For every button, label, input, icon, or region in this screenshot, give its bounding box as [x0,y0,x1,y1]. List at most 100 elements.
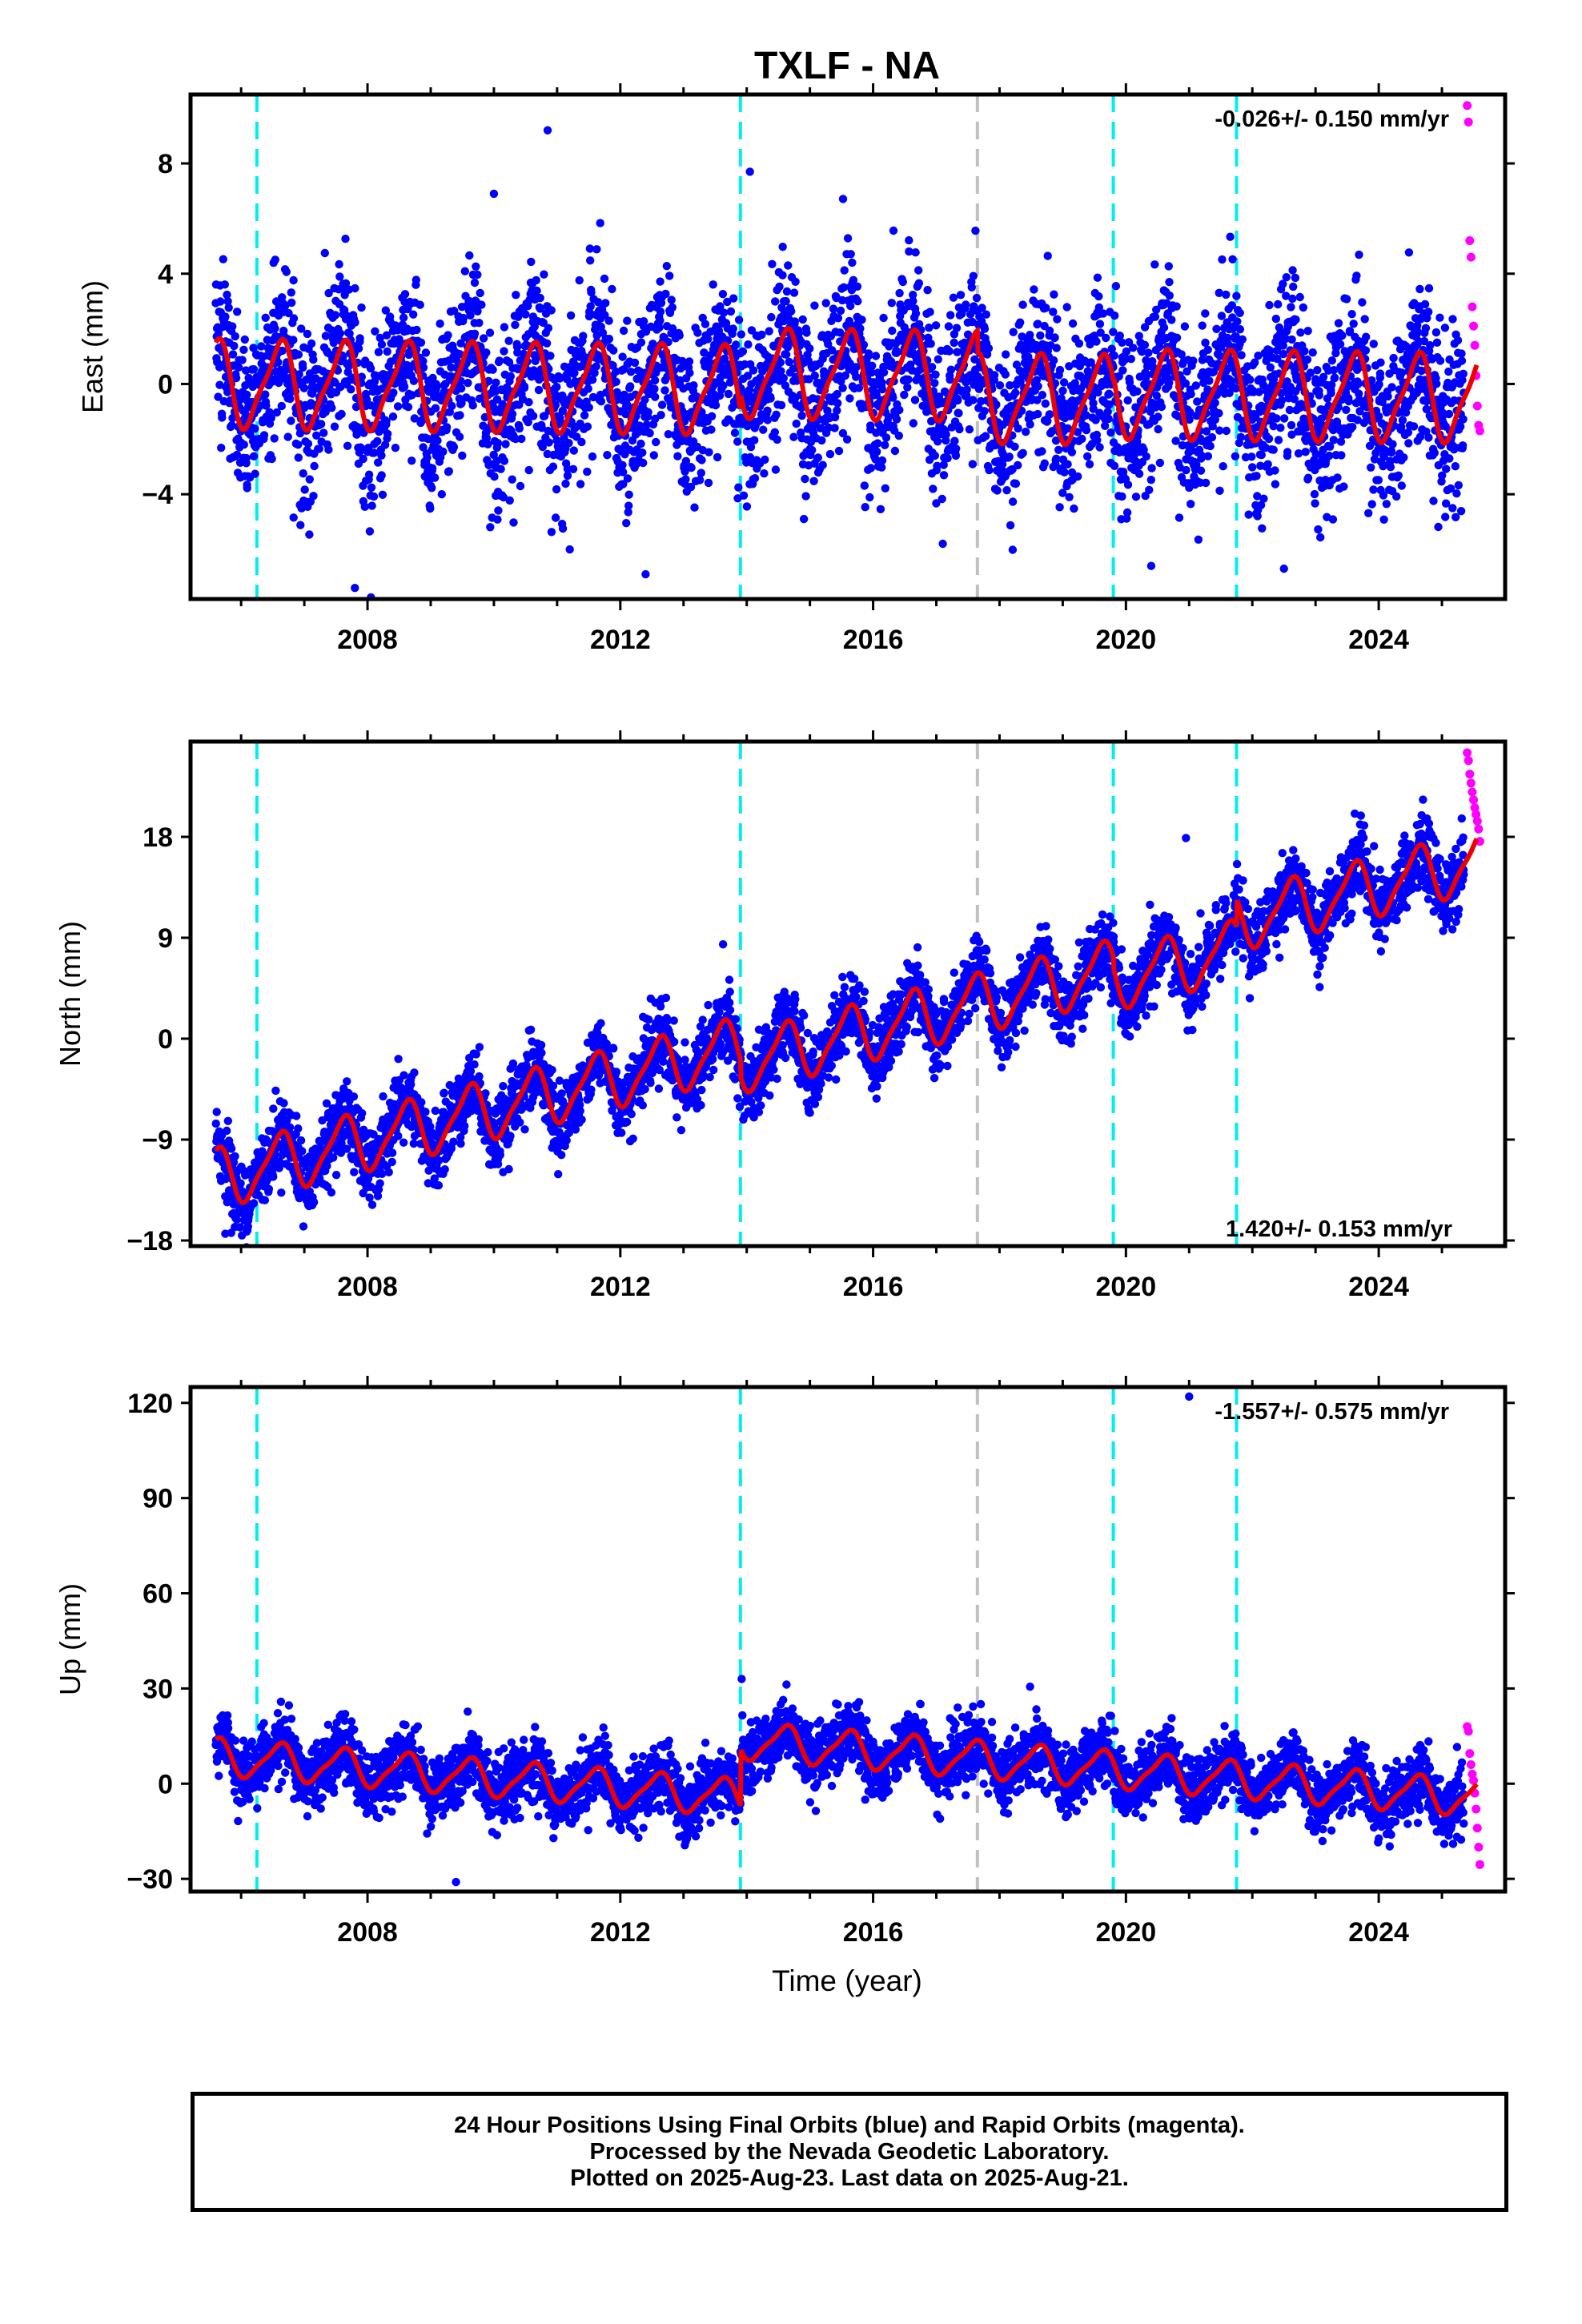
data-point [547,528,556,537]
data-point [927,363,937,372]
data-point [905,235,913,245]
data-point [954,396,962,405]
data-point [590,368,599,377]
data-point [1379,515,1388,524]
rapid-point [1468,302,1477,312]
data-point [1337,451,1346,460]
data-point [577,437,586,447]
data-point [833,406,841,415]
data-point [1279,341,1287,350]
data-point [1154,424,1162,434]
data-point [1110,461,1119,470]
data-point [1271,314,1281,324]
data-point [322,1099,331,1108]
data-point [797,411,806,420]
data-point [716,302,725,311]
data-point [719,308,729,317]
data-point [757,330,766,340]
data-point [393,402,403,411]
data-point [1263,460,1272,468]
data-point [320,248,329,258]
data-point [532,286,541,296]
data-point [309,1198,319,1207]
data-point [704,478,713,488]
data-point [1212,324,1221,333]
data-point [1165,291,1174,300]
data-point [345,329,354,338]
data-point [267,454,276,464]
data-point [1134,332,1144,340]
data-point [791,277,800,286]
data-point [719,381,728,390]
data-point [685,368,694,377]
data-point [1444,409,1454,419]
data-point [552,485,561,494]
data-point [504,336,513,345]
data-point [275,1164,283,1172]
data-point [1216,343,1226,352]
data-point [662,262,671,271]
data-point [1291,273,1300,283]
data-point [859,340,869,349]
data-point [417,1098,426,1107]
data-point [1110,351,1118,360]
data-point [1103,408,1112,416]
data-point [1104,414,1113,424]
data-point [1215,486,1224,495]
data-point [962,300,970,309]
data-point [580,411,589,420]
data-point [857,316,866,324]
data-point [223,388,232,396]
data-point [818,460,827,469]
data-point [1424,283,1434,293]
data-point [1283,448,1292,456]
data-point [1222,290,1231,300]
data-point [656,277,665,286]
data-point [239,440,248,449]
data-point [1354,380,1363,388]
data-point [1042,304,1050,312]
data-point [228,350,238,359]
y-tick-label: −4 [142,480,173,510]
data-point [872,428,881,437]
data-point [1157,402,1166,412]
data-point [777,400,786,410]
data-point [879,368,889,377]
data-point [540,270,548,279]
data-point [428,464,437,472]
data-point [584,403,593,412]
data-point [249,344,258,352]
data-point [1441,499,1451,508]
data-point [1348,423,1357,432]
data-point [900,390,909,400]
data-point [909,419,918,428]
data-point [214,392,223,401]
data-point [1420,300,1430,309]
data-point [472,262,480,271]
data-point [655,323,664,332]
data-point [962,385,971,394]
data-point [950,436,959,445]
data-point [527,257,536,267]
data-point [1109,328,1118,336]
data-point [1256,501,1266,509]
data-point [1008,497,1018,506]
data-point [1269,445,1278,454]
data-point [412,325,421,335]
data-point [1339,482,1348,491]
data-point [864,349,873,358]
data-point [218,413,227,422]
data-point [358,1109,367,1118]
data-point [1448,504,1457,513]
data-point [931,321,941,330]
data-point [1155,342,1164,352]
data-point [898,277,908,287]
data-point [375,333,384,343]
data-point [299,1222,308,1231]
data-point [1226,232,1235,241]
data-point [1193,397,1202,406]
data-point [930,379,939,388]
data-point [327,404,336,412]
rapid-point [1466,252,1476,262]
data-point [809,476,818,485]
